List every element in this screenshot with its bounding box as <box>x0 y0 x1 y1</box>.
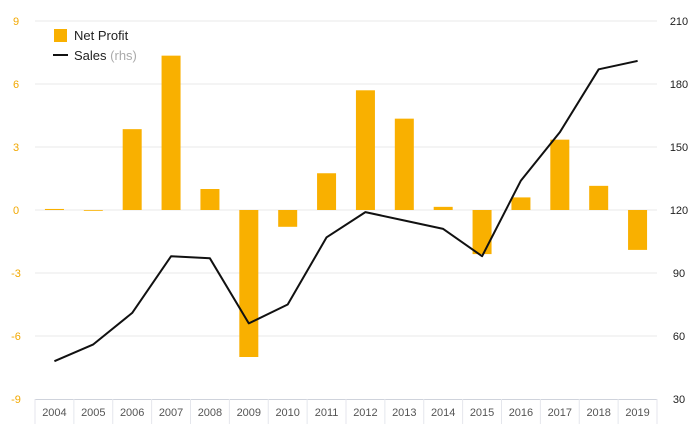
y-left-tick-label: 0 <box>13 205 19 217</box>
x-tick-label: 2019 <box>625 407 649 419</box>
y-left-tick-label: -9 <box>11 394 21 406</box>
legend-sales-label: Sales (rhs) <box>74 48 137 63</box>
net-profit-bar <box>628 210 648 250</box>
x-tick-label: 2006 <box>120 407 144 419</box>
y-right-tick-label: 30 <box>673 394 685 406</box>
x-tick-label: 2013 <box>392 407 416 419</box>
x-tick-label: 2011 <box>315 407 339 419</box>
x-tick-label: 2007 <box>159 407 183 419</box>
y-left-tick-label: 6 <box>13 79 19 91</box>
x-tick-label: 2014 <box>431 407 455 419</box>
net-profit-bar <box>472 210 492 255</box>
net-profit-bar <box>239 210 259 357</box>
y-right-tick-label: 150 <box>670 142 688 154</box>
y-right-tick-label: 90 <box>673 268 685 280</box>
sales-line-layer <box>54 59 638 363</box>
x-tick-label: 2010 <box>275 407 299 419</box>
x-tick-label: 2009 <box>237 407 261 419</box>
y-right-tick-label: 180 <box>670 79 688 91</box>
x-tick-label: 2005 <box>81 407 105 419</box>
legend-net-profit-label: Net Profit <box>74 28 129 43</box>
y-right-tick-label: 60 <box>673 331 685 343</box>
net-profit-bars <box>44 55 648 357</box>
net-profit-bar <box>83 210 103 211</box>
net-profit-bar <box>44 208 64 210</box>
y-right-tick-label: 120 <box>670 205 688 217</box>
net-profit-bar <box>511 197 531 210</box>
net-profit-bar <box>433 206 453 210</box>
x-tick-label: 2004 <box>42 407 66 419</box>
net-profit-bar <box>200 189 220 210</box>
x-tick-label: 2008 <box>198 407 222 419</box>
net-profit-bar <box>355 90 375 210</box>
x-tick-label: 2017 <box>548 407 572 419</box>
y-left-tick-label: -6 <box>11 331 21 343</box>
net-profit-bar <box>550 139 570 210</box>
legend: Net Profit Sales (rhs) <box>53 28 137 63</box>
net-profit-bar <box>161 55 181 211</box>
net-profit-bar <box>278 210 298 227</box>
x-tick-label: 2016 <box>509 407 533 419</box>
net-profit-bar <box>394 118 414 210</box>
legend-sales-rhs-note: (rhs) <box>110 48 137 63</box>
legend-net-profit-swatch <box>54 29 67 42</box>
x-tick-label: 2018 <box>586 407 610 419</box>
x-tick-label: 2015 <box>470 407 494 419</box>
x-tick-label: 2012 <box>353 407 377 419</box>
net-profit-bar <box>317 173 337 210</box>
legend-sales-name: Sales <box>74 48 107 63</box>
sales-line <box>54 59 638 363</box>
y-left-tick-label: 3 <box>13 142 19 154</box>
net-profit-bar <box>122 129 142 210</box>
net-profit-bar <box>589 185 609 210</box>
y-right-tick-label: 210 <box>670 16 688 28</box>
y-left-tick-label: 9 <box>13 16 19 28</box>
y-left-tick-label: -3 <box>11 268 21 280</box>
